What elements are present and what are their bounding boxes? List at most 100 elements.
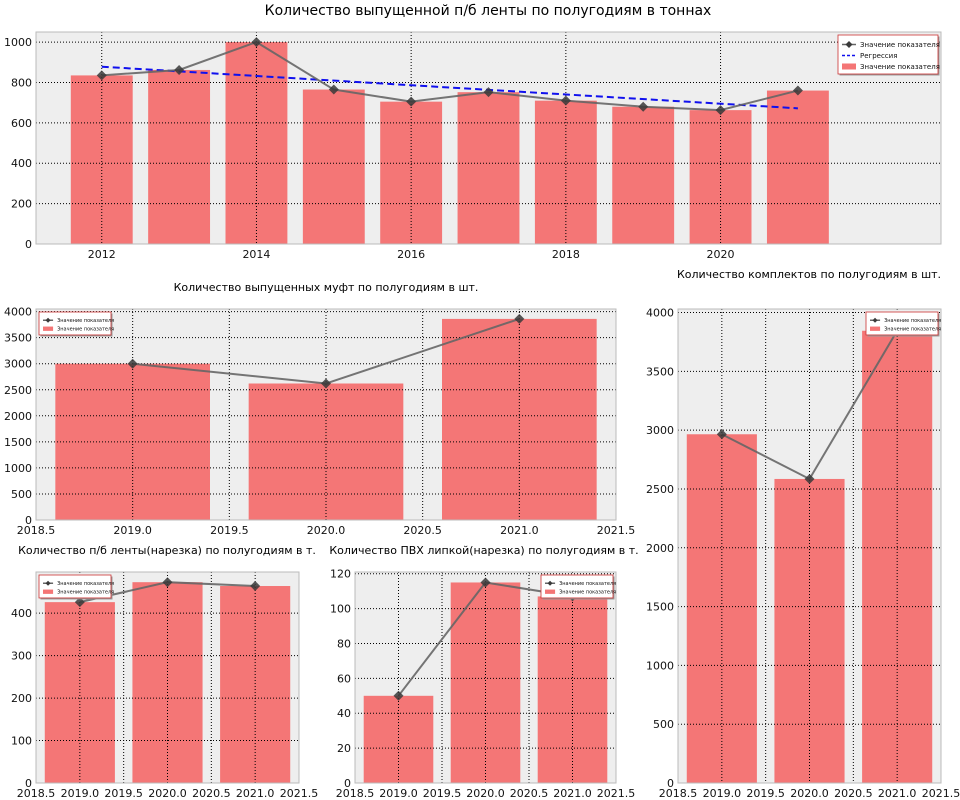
y-tick-label: 60 xyxy=(337,672,351,685)
legend-label: Значение показателя xyxy=(57,318,114,324)
y-tick-label: 1500 xyxy=(646,601,674,614)
y-tick-label: 120 xyxy=(330,568,351,581)
x-tick-label: 2020 xyxy=(707,248,735,261)
y-tick-label: 200 xyxy=(11,198,32,211)
x-tick-label: 2021.0 xyxy=(553,787,592,800)
x-tick-label: 2014 xyxy=(242,248,270,261)
regression-line xyxy=(101,65,798,110)
x-tick-label: 2012 xyxy=(88,248,116,261)
y-tick-label: 2000 xyxy=(646,542,674,555)
x-tick-label: 2021.5 xyxy=(597,787,636,800)
legend-label: Значение показателя xyxy=(559,590,616,596)
y-tick-label: 0 xyxy=(667,777,674,790)
y-tick-label: 0 xyxy=(25,514,32,527)
bar xyxy=(766,90,829,244)
legend-label: Значение показателя xyxy=(57,327,114,333)
bar xyxy=(148,69,211,244)
legend-marker-swatch xyxy=(45,317,51,323)
data-point xyxy=(127,358,138,369)
legend-label: Значение показателя xyxy=(884,327,941,333)
chart-title: Количество ПВХ липкой(нарезка) по полуго… xyxy=(329,544,638,557)
y-tick-label: 20 xyxy=(337,742,351,755)
axes-frame xyxy=(35,308,617,521)
x-tick-label: 2021.0 xyxy=(236,787,275,800)
x-tick-label: 2021.0 xyxy=(500,524,539,537)
x-tick-label: 2020.0 xyxy=(466,787,505,800)
data-point xyxy=(716,429,727,440)
x-tick-label: 2018.5 xyxy=(659,787,698,800)
data-point xyxy=(715,105,726,116)
x-tick-label: 2020.0 xyxy=(307,524,346,537)
y-tick-label: 2500 xyxy=(4,384,32,397)
x-tick-label: 2021.0 xyxy=(878,787,917,800)
legend-label: Значение показателя xyxy=(57,581,114,587)
data-point xyxy=(162,577,173,588)
data-point xyxy=(792,85,803,96)
bar xyxy=(248,383,404,520)
y-tick-label: 80 xyxy=(337,637,351,650)
data-point xyxy=(250,581,261,592)
bar xyxy=(302,89,365,245)
data-point xyxy=(174,64,185,75)
legend-box xyxy=(38,574,112,599)
data-point xyxy=(321,378,331,389)
y-tick-label: 3000 xyxy=(646,424,674,437)
x-tick-label: 2021.5 xyxy=(922,787,960,800)
x-tick-label: 2019.5 xyxy=(210,524,249,537)
y-tick-label: 800 xyxy=(11,76,32,89)
data-point xyxy=(560,95,571,106)
y-tick-label: 400 xyxy=(11,607,32,620)
x-tick-label: 2020.5 xyxy=(834,787,873,800)
x-tick-label: 2021.5 xyxy=(597,524,636,537)
y-tick-label: 40 xyxy=(337,707,351,720)
y-tick-label: 1500 xyxy=(4,436,32,449)
legend-marker-swatch xyxy=(845,41,853,48)
legend: Значение показателя Значение показателя xyxy=(540,574,616,600)
y-tick-label: 100 xyxy=(330,603,351,616)
y-tick-label: 4000 xyxy=(4,306,32,319)
y-tick-label: 2000 xyxy=(4,410,32,423)
legend-marker-swatch xyxy=(872,317,878,323)
data-point xyxy=(638,101,649,112)
axes-frame xyxy=(354,571,617,784)
chart-title: Количество выпущенной п/б ленты по полуг… xyxy=(265,3,712,19)
y-tick-label: 3500 xyxy=(646,365,674,378)
legend-bar-swatch xyxy=(43,589,54,594)
bar xyxy=(363,695,434,783)
x-tick-label: 2020.0 xyxy=(148,787,187,800)
x-tick-label: 2019.5 xyxy=(746,787,785,800)
chart-3: Количество комплектов по полугодиям в шт… xyxy=(646,268,960,800)
y-tick-label: 500 xyxy=(11,488,32,501)
chart-4: Количество п/б ленты(нарезка) по полугод… xyxy=(11,544,318,800)
legend-label: Значение показателя xyxy=(559,581,616,587)
y-tick-label: 3000 xyxy=(4,358,32,371)
chart-2: Количество выпущенных муфт по полугодиям… xyxy=(4,281,635,537)
data-point xyxy=(328,84,339,95)
y-tick-label: 3500 xyxy=(4,332,32,345)
x-tick-label: 2018.5 xyxy=(17,787,56,800)
chart-1: Количество выпущенной п/б ленты по полуг… xyxy=(4,3,942,261)
y-tick-label: 100 xyxy=(11,735,32,748)
chart-title: Количество комплектов по полугодиям в шт… xyxy=(677,268,941,281)
x-tick-label: 2018 xyxy=(552,248,580,261)
chart-title: Количество выпущенных муфт по полугодиям… xyxy=(174,281,479,294)
legend-label: Значение показателя xyxy=(884,318,941,324)
bar xyxy=(689,110,752,244)
y-tick-label: 500 xyxy=(653,718,674,731)
y-tick-label: 0 xyxy=(25,777,32,790)
series-line xyxy=(101,40,799,112)
y-tick-label: 0 xyxy=(25,238,32,251)
bar xyxy=(612,106,675,244)
y-tick-label: 300 xyxy=(11,650,32,663)
legend-box xyxy=(38,311,112,336)
x-tick-label: 2016 xyxy=(397,248,425,261)
legend-box xyxy=(540,574,614,599)
x-tick-label: 2020.0 xyxy=(790,787,829,800)
legend: Значение показателя Значение показателя xyxy=(865,311,941,337)
legend: Значение показателя Регрессия Значение пок… xyxy=(837,34,940,76)
legend-label: Значение показателя xyxy=(860,63,940,71)
chart-5: Количество ПВХ липкой(нарезка) по полуго… xyxy=(329,544,638,800)
data-point xyxy=(74,597,85,608)
y-tick-label: 200 xyxy=(11,692,32,705)
